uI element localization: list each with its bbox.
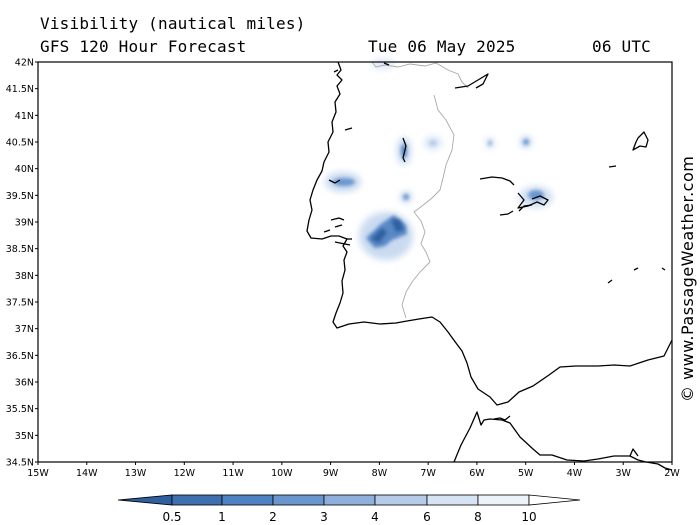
colorbar-label: 2	[269, 510, 277, 524]
forecast-label: GFS 120 Hour Forecast	[40, 37, 247, 56]
lat-label: 36N	[15, 378, 34, 389]
lon-label: 6W	[469, 468, 485, 479]
national-borders	[371, 61, 469, 319]
latitude-axis: 42N 41.5N 41N 40.5N 40N 39.5N 39N 38.5N 38N 37.5N…	[6, 58, 38, 469]
colorbar-segment	[272, 494, 325, 506]
lon-label: 3W	[616, 468, 632, 479]
lat-label: 39.5N	[6, 191, 34, 202]
colorbar-segment	[171, 494, 223, 506]
lat-label: 40.5N	[6, 138, 34, 149]
lon-label: 13W	[125, 468, 147, 479]
colorbar-segment	[426, 494, 479, 506]
lat-label: 38N	[15, 271, 34, 282]
colorbar-label: 0.5	[162, 510, 181, 524]
lat-label: 41N	[15, 111, 34, 122]
lon-label: 10W	[271, 468, 293, 479]
colorbar-label: 3	[320, 510, 328, 524]
colorbar-label: 1	[218, 510, 226, 524]
lat-label: 37N	[15, 324, 34, 335]
colorbar-segment	[374, 494, 428, 506]
colorbar-min-arrow	[117, 494, 173, 506]
colorbar-label: 4	[371, 510, 379, 524]
lat-label: 40N	[15, 164, 34, 175]
lon-label: 5W	[518, 468, 534, 479]
colorbar-label: 10	[521, 510, 536, 524]
map-title: Visibility (nautical miles)	[40, 14, 306, 33]
coastlines	[306, 61, 673, 471]
colorbar-segment	[477, 494, 530, 506]
lat-label: 34.5N	[6, 458, 34, 469]
lat-label: 38.5N	[6, 244, 34, 255]
credit-label: © www.PassageWeather.com	[678, 155, 697, 402]
lon-label: 11W	[222, 468, 244, 479]
visibility-colorbar: 0.5 1 2 3 4 6 8 10	[117, 494, 581, 524]
forecast-time: 06 UTC	[592, 37, 651, 56]
lon-label: 2W	[664, 468, 680, 479]
lat-label: 41.5N	[6, 84, 34, 95]
lon-label: 9W	[323, 468, 339, 479]
lat-label: 39N	[15, 218, 34, 229]
lat-label: 37.5N	[6, 298, 34, 309]
lat-label: 35.5N	[6, 404, 34, 415]
lon-label: 7W	[420, 468, 436, 479]
lat-label: 35N	[15, 431, 34, 442]
colorbar-label: 8	[474, 510, 482, 524]
lon-label: 15W	[27, 468, 49, 479]
lat-label: 36.5N	[6, 351, 34, 362]
forecast-date: Tue 06 May 2025	[368, 37, 516, 56]
lon-label: 8W	[372, 468, 388, 479]
map-frame	[37, 61, 673, 463]
lon-label: 4W	[567, 468, 583, 479]
lon-label: 12W	[174, 468, 196, 479]
visibility-shading	[325, 59, 553, 260]
colorbar-segment	[323, 494, 376, 506]
lon-label: 14W	[76, 468, 98, 479]
colorbar-label: 6	[423, 510, 431, 524]
colorbar-max-arrow	[528, 494, 581, 506]
colorbar-segment	[221, 494, 274, 506]
longitude-axis: 15W 14W 13W 12W 11W 10W 9W 8W 7W 6W 5W 4W 3W 2W	[27, 462, 680, 479]
lat-label: 42N	[15, 58, 34, 69]
